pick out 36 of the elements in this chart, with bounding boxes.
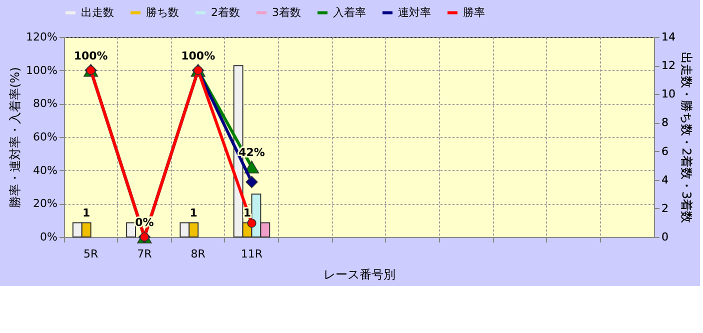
x-tick-label: 11R bbox=[240, 248, 263, 260]
y-tick-label: 40% bbox=[33, 164, 58, 177]
y2-tick-label: 14 bbox=[662, 30, 676, 44]
legend-label: 勝率 bbox=[463, 6, 485, 19]
y-tick-label: 100% bbox=[26, 64, 58, 77]
y2-axis-title: 出走数・勝ち数・2着数・3着数 bbox=[679, 52, 694, 224]
data-label: 1 bbox=[190, 206, 198, 220]
y2-tick-label: 12 bbox=[662, 59, 676, 72]
y-tick-label: 60% bbox=[33, 130, 58, 144]
legend-label: 3着数 bbox=[272, 6, 301, 19]
point bbox=[247, 218, 256, 228]
legend-label: 2着数 bbox=[211, 6, 240, 19]
y-tick-label: 80% bbox=[33, 97, 58, 110]
y-tick-label: 20% bbox=[33, 197, 58, 210]
data-label: 1 bbox=[82, 206, 90, 220]
x-tick-label: 8R bbox=[190, 248, 206, 260]
legend-label: 連対率 bbox=[398, 6, 431, 19]
data-label: 100% bbox=[74, 49, 108, 62]
x-axis-title: レース番号別 bbox=[324, 268, 396, 282]
data-label: 100% bbox=[181, 49, 216, 62]
y2-tick-label: 6 bbox=[662, 144, 668, 158]
x-tick-label: 5R bbox=[83, 248, 98, 260]
point bbox=[246, 176, 258, 188]
y-axis-title: 勝率・連対率・入着率(%) bbox=[8, 67, 22, 208]
legend-label: 勝ち数 bbox=[146, 6, 179, 19]
legend-label: 出走数 bbox=[81, 6, 114, 19]
legend-label: 入着率 bbox=[333, 6, 366, 19]
y2-tick-label: 0 bbox=[662, 230, 668, 244]
y2-tick-label: 10 bbox=[662, 88, 676, 101]
point bbox=[244, 160, 260, 174]
y2-tick-label: 4 bbox=[662, 173, 668, 186]
y2-tick-label: 8 bbox=[662, 116, 668, 130]
x-tick-label: 7R bbox=[137, 248, 152, 260]
y2-tick-label: 2 bbox=[662, 202, 668, 215]
y-tick-label: 0% bbox=[40, 230, 58, 244]
y-tick-label: 120% bbox=[26, 30, 58, 44]
